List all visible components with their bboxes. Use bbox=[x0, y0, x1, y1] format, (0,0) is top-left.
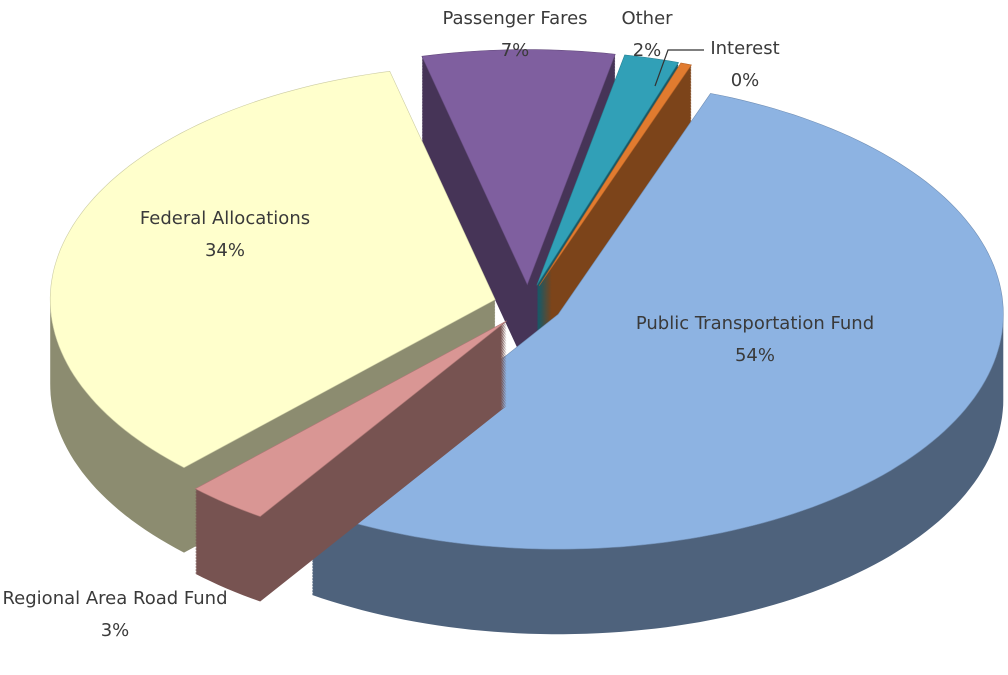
slice-label: Passenger Fares 7% bbox=[442, 3, 587, 67]
category-label: Passenger Fares bbox=[442, 8, 588, 29]
category-label: Interest bbox=[710, 38, 780, 59]
slice-top bbox=[311, 93, 1004, 550]
slice-label: Public Transportation Fund 54% bbox=[630, 308, 880, 372]
slice-top bbox=[49, 70, 496, 468]
slice-label: Interest 0% bbox=[710, 33, 779, 97]
value-label: 2% bbox=[632, 40, 662, 61]
value-label: 0% bbox=[730, 70, 760, 91]
slice-label: Regional Area Road Fund 3% bbox=[0, 583, 230, 647]
slice-top bbox=[536, 54, 679, 286]
slice-top bbox=[421, 49, 616, 286]
pie bbox=[49, 49, 1004, 635]
slice-top bbox=[538, 62, 692, 286]
slice-side bbox=[195, 321, 507, 602]
value-label: 34% bbox=[204, 240, 245, 261]
slice-label: Other 2% bbox=[621, 3, 672, 67]
leader-line bbox=[654, 49, 704, 87]
value-label: 3% bbox=[100, 620, 130, 641]
value-label: 7% bbox=[500, 40, 530, 61]
slice-top bbox=[194, 320, 507, 517]
slice-label: Federal Allocations 34% bbox=[140, 203, 310, 267]
category-label: Public Transportation Fund bbox=[635, 313, 875, 334]
category-label: Regional Area Road Fund bbox=[2, 588, 228, 609]
value-label: 54% bbox=[734, 345, 775, 366]
category-label: Federal Allocations bbox=[139, 208, 311, 229]
category-label: Other bbox=[621, 8, 673, 29]
